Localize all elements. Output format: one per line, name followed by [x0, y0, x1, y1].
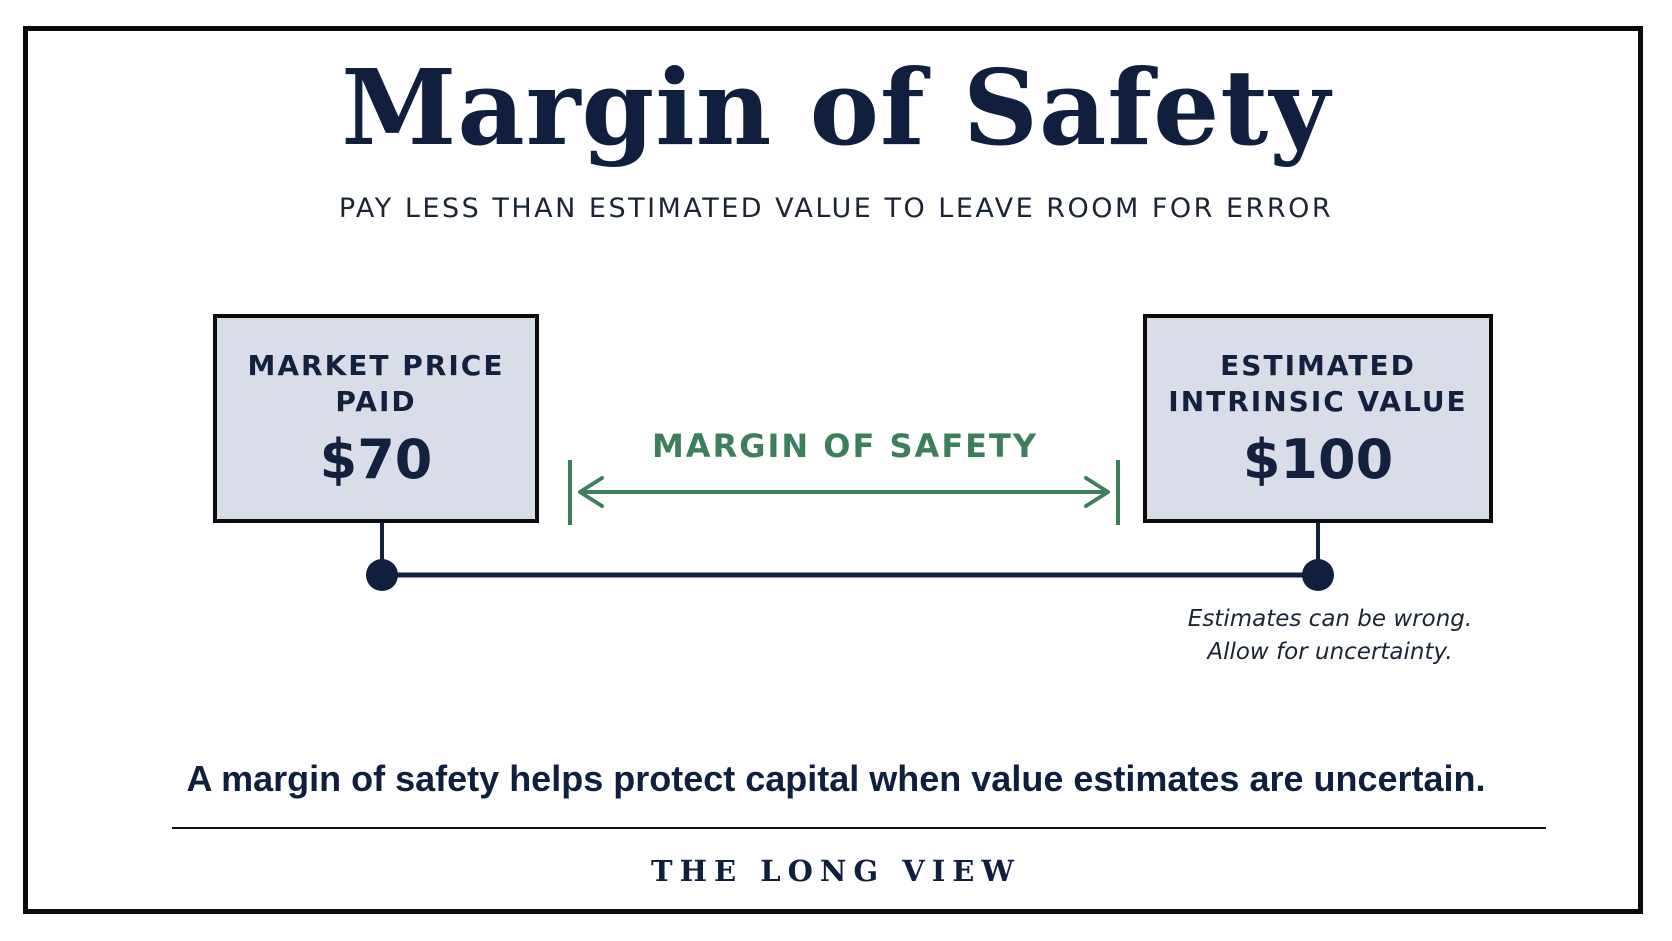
market-price-box: MARKET PRICE PAID $70 — [213, 314, 539, 523]
market-price-amount: $70 — [319, 428, 433, 491]
brand-footer: THE LONG VIEW — [651, 854, 1021, 888]
market-price-label: MARKET PRICE PAID — [247, 349, 505, 418]
intrinsic-value-amount: $100 — [1242, 428, 1394, 491]
intrinsic-value-label: ESTIMATED INTRINSIC VALUE — [1168, 349, 1468, 418]
footer-divider — [172, 827, 1546, 829]
uncertainty-note: Estimates can be wrong. Allow for uncert… — [1187, 606, 1473, 665]
intrinsic-value-box: ESTIMATED INTRINSIC VALUE $100 — [1143, 314, 1493, 523]
takeaway-statement: A margin of safety helps protect capital… — [186, 758, 1486, 799]
page-title: Margin of Safety — [341, 46, 1331, 169]
margin-of-safety-label: MARGIN OF SAFETY — [651, 427, 1039, 465]
page-subtitle: PAY LESS THAN ESTIMATED VALUE TO LEAVE R… — [338, 193, 1334, 224]
